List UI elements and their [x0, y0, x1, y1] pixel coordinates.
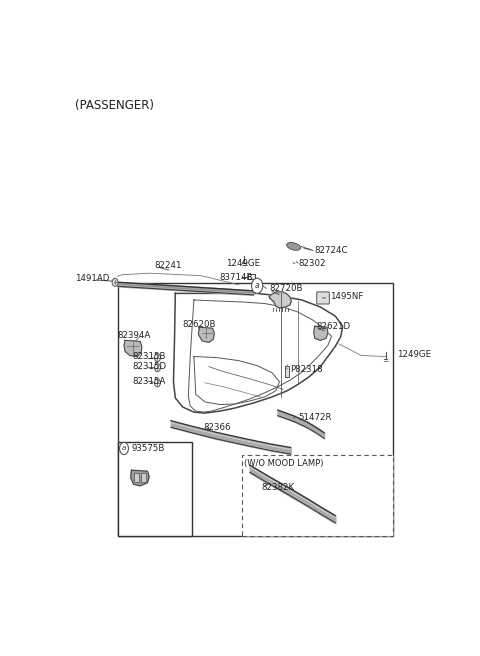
- Text: 82315A: 82315A: [132, 377, 166, 386]
- Text: a: a: [122, 445, 126, 451]
- Text: 82724C: 82724C: [314, 246, 348, 255]
- Bar: [242, 455, 393, 536]
- Circle shape: [112, 278, 118, 286]
- Ellipse shape: [287, 243, 300, 251]
- Polygon shape: [269, 292, 291, 308]
- Text: 1249GE: 1249GE: [226, 258, 260, 268]
- Circle shape: [155, 379, 160, 387]
- Circle shape: [155, 363, 160, 372]
- Circle shape: [252, 278, 263, 293]
- Circle shape: [155, 354, 160, 361]
- Text: 83714B: 83714B: [219, 273, 252, 281]
- Text: 51472R: 51472R: [298, 413, 332, 422]
- Text: 1249GE: 1249GE: [396, 350, 431, 359]
- Bar: [118, 442, 192, 536]
- Bar: [141, 473, 146, 482]
- Bar: [248, 274, 255, 279]
- Text: 82241: 82241: [155, 261, 182, 270]
- Polygon shape: [131, 470, 149, 486]
- Bar: [285, 365, 289, 377]
- Text: 82621D: 82621D: [316, 321, 350, 331]
- Text: P82318: P82318: [290, 365, 323, 374]
- Text: (PASSENGER): (PASSENGER): [75, 99, 154, 112]
- Circle shape: [120, 442, 129, 455]
- Bar: [134, 473, 139, 482]
- Text: 82720B: 82720B: [269, 284, 303, 293]
- Text: 82315B: 82315B: [132, 352, 166, 361]
- FancyBboxPatch shape: [317, 292, 329, 304]
- Text: a: a: [255, 281, 260, 291]
- Text: 93575B: 93575B: [132, 444, 165, 453]
- Bar: [118, 283, 393, 536]
- Text: 82620B: 82620B: [182, 320, 216, 329]
- Polygon shape: [198, 327, 215, 342]
- Text: 1491AD: 1491AD: [75, 274, 109, 283]
- Text: 82382K: 82382K: [262, 483, 295, 493]
- Text: 82315D: 82315D: [132, 362, 167, 371]
- Text: 82366: 82366: [203, 422, 231, 432]
- Polygon shape: [124, 340, 142, 357]
- Text: 1495NF: 1495NF: [330, 293, 363, 301]
- Text: (W/O MOOD LAMP): (W/O MOOD LAMP): [244, 459, 323, 468]
- Text: 82394A: 82394A: [118, 331, 151, 340]
- Text: 82302: 82302: [298, 258, 325, 268]
- Polygon shape: [314, 326, 328, 340]
